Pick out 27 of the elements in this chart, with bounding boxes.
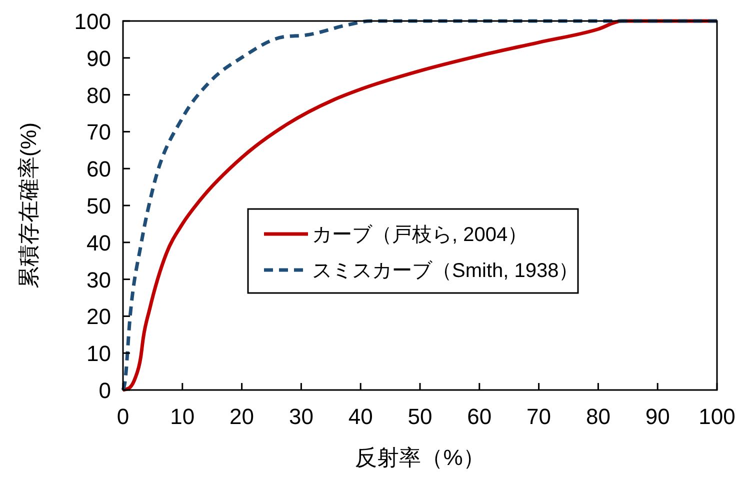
x-tick-label: 20 (230, 404, 254, 429)
legend-label: スミスカーブ（Smith, 1938） (312, 260, 579, 282)
y-tick-label: 20 (86, 304, 111, 330)
x-tick-label: 40 (348, 404, 373, 429)
y-tick-label: 80 (86, 82, 111, 108)
x-tick-label: 100 (698, 404, 736, 429)
y-axis-title: 累積存在確率(%) (16, 122, 41, 289)
x-tick-label: 90 (645, 404, 670, 429)
x-tick-label: 30 (288, 404, 314, 429)
y-tick-label: 100 (74, 9, 111, 34)
y-tick-label: 70 (86, 120, 111, 145)
x-tick-label: 0 (116, 404, 130, 429)
y-tick-label: 60 (86, 156, 111, 182)
x-tick-label: 50 (408, 404, 432, 429)
x-tick-label: 60 (467, 404, 492, 429)
y-tick-label: 30 (86, 267, 111, 292)
y-tick-label: 10 (86, 341, 111, 366)
y-tick-label: 50 (86, 194, 111, 218)
x-tick-label: 70 (526, 404, 552, 429)
y-tick-label: 40 (86, 230, 111, 256)
x-tick-label: 80 (586, 404, 610, 429)
legend-label: カーブ（戸枝ら, 2004） (312, 224, 528, 246)
x-axis-title: 反射率（%） (355, 445, 485, 470)
y-tick-label: 0 (98, 378, 111, 403)
x-tick-label: 10 (170, 404, 195, 429)
y-tick-label: 90 (86, 46, 111, 71)
line-series (121, 19, 719, 392)
